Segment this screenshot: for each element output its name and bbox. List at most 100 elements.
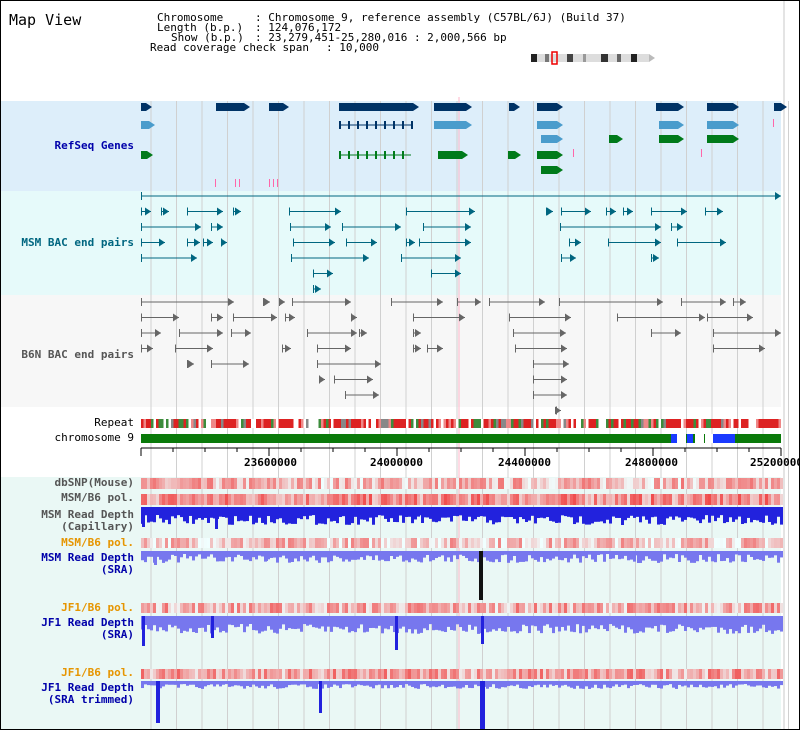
polymorphism-bin (588, 603, 591, 613)
polymorphism-bin (357, 494, 360, 505)
show-key: Show (b.p.) (171, 31, 244, 44)
polymorphism-bin (660, 538, 663, 548)
msm-bac-pair-end (291, 254, 292, 262)
msm-bac-pair-end (608, 238, 609, 247)
polymorphism-bin (702, 494, 705, 505)
polymorphism-bin (600, 494, 603, 505)
read-depth-bar (750, 507, 753, 523)
polymorphism-bin (690, 538, 693, 548)
polymorphism-bin (348, 494, 351, 505)
polymorphism-bin (315, 669, 318, 679)
repeat-element (266, 419, 269, 428)
polymorphism-bin (204, 538, 207, 548)
polymorphism-bin (312, 494, 315, 505)
polymorphism-bin (423, 494, 426, 505)
polymorphism-bin (207, 669, 210, 679)
read-depth-bar (426, 551, 429, 555)
polymorphism-bin (243, 669, 246, 679)
read-depth-bar (399, 551, 402, 556)
read-depth-bar (702, 507, 705, 520)
polymorphism-bin (303, 603, 306, 613)
polymorphism-bin (528, 478, 531, 489)
polymorphism-bin (702, 538, 705, 548)
polymorphism-bin (324, 494, 327, 505)
polymorphism-bin (342, 478, 345, 489)
read-depth-bar (567, 507, 570, 517)
polymorphism-bin (156, 478, 159, 489)
polymorphism-bin (555, 603, 558, 613)
polymorphism-bin (654, 669, 657, 679)
track-label-b6n-bac: B6N BAC end pairs (21, 348, 134, 361)
read-depth-bar (708, 616, 711, 628)
polymorphism-bin (618, 603, 621, 613)
strand-arrow (228, 298, 234, 306)
read-depth-bar (543, 507, 546, 519)
polymorphism-bin (150, 603, 153, 613)
repeat-element (238, 419, 241, 428)
polymorphism-bin (162, 494, 165, 505)
read-depth-bar (441, 551, 444, 556)
polymorphism-bin (591, 478, 594, 489)
read-depth-bar (477, 616, 480, 634)
polymorphism-bin (633, 538, 636, 548)
gene-exon (348, 121, 350, 129)
polymorphism-bin (231, 538, 234, 548)
gene-exon (357, 121, 359, 129)
repeat-element (381, 419, 384, 428)
strand-arrow (194, 238, 200, 247)
polymorphism-bin (456, 494, 459, 505)
polymorphism-bin (531, 669, 534, 679)
polymorphism-bin (441, 478, 444, 489)
repeat-element (483, 419, 486, 428)
strand-arrow (271, 313, 277, 322)
strand-arrow (565, 313, 571, 322)
polymorphism-bin (345, 603, 348, 613)
polymorphism-bin (273, 603, 276, 613)
read-depth-bar (237, 616, 240, 627)
gene-exon (384, 121, 386, 129)
read-depth-bar (192, 507, 195, 524)
polymorphism-bin (681, 603, 684, 613)
read-depth-bar (588, 681, 591, 689)
repeat-element (268, 419, 271, 428)
read-depth-bar (198, 551, 201, 555)
read-depth-bar (306, 507, 309, 520)
polymorphism-bin (219, 538, 222, 548)
read-depth-bar (576, 551, 579, 559)
read-depth-bar (243, 551, 246, 560)
polymorphism-bin (162, 478, 165, 489)
polymorphism-bin (624, 494, 627, 505)
read-depth-bar (507, 616, 510, 627)
read-depth-bar (303, 507, 306, 517)
read-depth-bar (456, 551, 459, 560)
polymorphism-bin (228, 478, 231, 489)
polymorphism-bin (456, 478, 459, 489)
polymorphism-bin (348, 538, 351, 548)
read-depth-bar (462, 507, 465, 521)
read-depth-bar (681, 616, 684, 626)
read-depth-bar (720, 551, 723, 562)
polymorphism-bin (747, 669, 750, 679)
polymorphism-bin (681, 494, 684, 505)
polymorphism-bin (543, 603, 546, 613)
polymorphism-bin (510, 538, 513, 548)
read-depth-bar (348, 616, 351, 633)
strand-arrow (775, 192, 781, 200)
repeat-element (736, 419, 739, 428)
read-depth-bar (573, 507, 576, 525)
polymorphism-bin (336, 603, 339, 613)
read-depth-bar (660, 551, 663, 562)
read-depth-bar (705, 551, 708, 562)
polymorphism-bin (684, 603, 687, 613)
repeat-element (541, 419, 544, 428)
read-depth-bar (219, 507, 222, 517)
repeat-element (628, 419, 631, 428)
read-depth-bar (180, 551, 183, 558)
read-depth-bar (366, 551, 369, 556)
read-depth-bar (423, 507, 426, 518)
polymorphism-bin (252, 669, 255, 679)
polymorphism-bin (282, 603, 285, 613)
show-range-value: : 23,279,451-25,280,016 : 2,000,566 bp (255, 31, 507, 44)
read-depth-bar (699, 551, 702, 556)
